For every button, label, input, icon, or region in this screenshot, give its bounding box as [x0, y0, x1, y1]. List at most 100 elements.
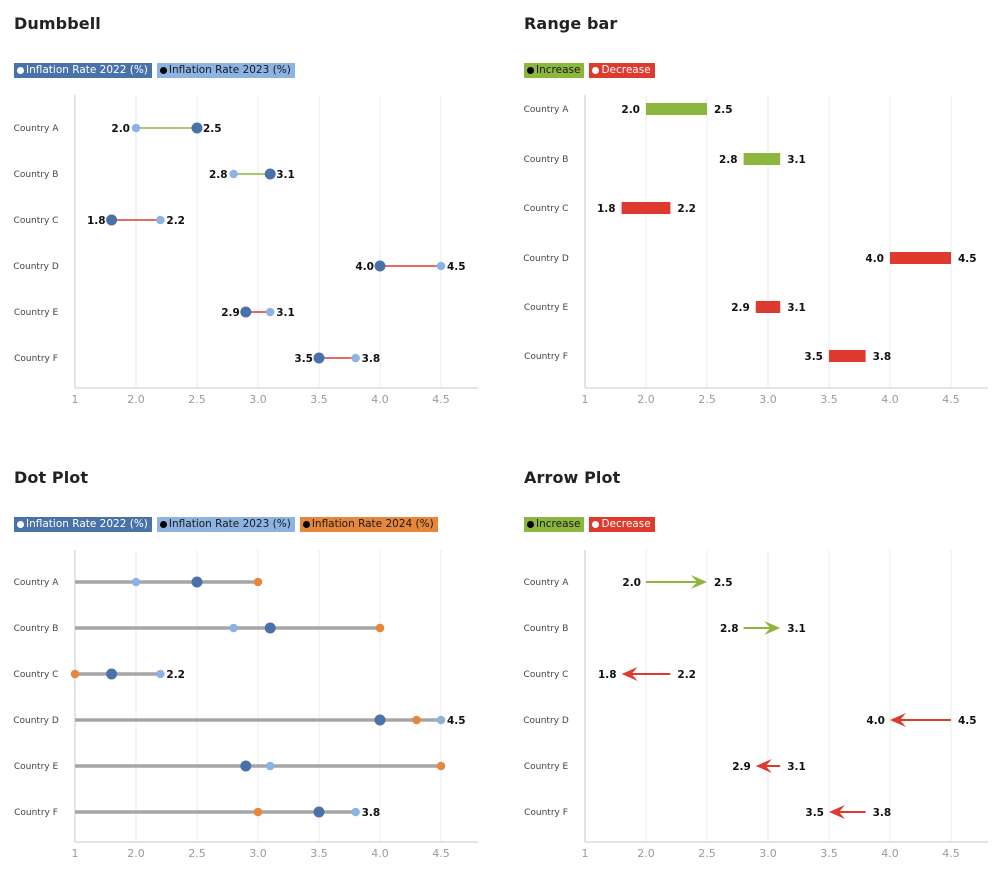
value-label-high: 2.2	[166, 215, 185, 227]
rangebar-plot: 1 2.0 2.5 3.0 3.5 4.0 4.5 Country A Country B Cou…	[523, 95, 988, 406]
category-label: Country D	[13, 716, 59, 726]
x-tick-label: 3.0	[759, 393, 777, 406]
legend-dot-icon	[527, 67, 534, 74]
legend-item-increase[interactable]: Increase	[524, 517, 585, 532]
dot-2023	[131, 123, 141, 133]
value-label-high: 4.5	[958, 253, 977, 265]
category-label: Country E	[14, 762, 59, 772]
dotplot-plot: 1 2.0 2.5 3.0 3.5 4.0 4.5 Country A Country B Cou…	[13, 550, 478, 860]
range-bar	[755, 301, 781, 313]
value-label: 4.5	[447, 715, 466, 727]
value-label-low: 2.9	[732, 761, 751, 773]
value-label-high: 2.2	[677, 203, 696, 215]
value-label-low: 2.9	[731, 302, 750, 314]
dot-2024	[70, 669, 80, 679]
dot-2024	[375, 623, 385, 633]
value-label-low: 3.5	[294, 353, 313, 365]
value-label: 3.8	[362, 807, 381, 819]
arrow-head-icon	[764, 621, 781, 635]
x-tick-label: 4.5	[942, 393, 960, 406]
value-label-high: 3.8	[873, 807, 892, 819]
dumbbell-plot: 1 2.0 2.5 3.0 3.5 4.0 4.5 Country A Country B Cou…	[13, 95, 478, 406]
dot-2023	[265, 307, 275, 317]
arrow-head-icon	[755, 759, 772, 773]
x-tick-label: 1	[582, 847, 589, 860]
legend-dot-icon	[302, 521, 310, 528]
legend-dot-icon	[17, 521, 24, 528]
legend-dot-icon	[592, 521, 600, 528]
range-bar	[646, 103, 707, 115]
legend-item-decrease[interactable]: Decrease	[589, 517, 655, 532]
value-label-low: 1.8	[598, 669, 617, 681]
x-tick-label: 2.0	[127, 847, 145, 860]
legend-item-2024[interactable]: Inflation Rate 2024 (%)	[299, 517, 438, 532]
arrow-head-icon	[691, 575, 707, 589]
x-tick-label: 4.0	[371, 847, 389, 860]
x-tick-label: 2.5	[698, 847, 716, 860]
range-bar	[829, 350, 866, 362]
dot-2023	[156, 669, 165, 679]
rangebar-legend: Increase Decrease	[524, 63, 655, 78]
legend-item-2023[interactable]: Inflation Rate 2023 (%)	[156, 63, 295, 78]
dot-2022	[374, 260, 386, 272]
value-label-low: 2.9	[221, 307, 240, 319]
category-label: Country B	[524, 155, 569, 165]
legend-label: Decrease	[601, 64, 651, 76]
value-label-low: 2.0	[621, 104, 640, 116]
dot-2023	[436, 715, 446, 725]
x-tick-label: 4.5	[432, 847, 450, 860]
x-tick-label: 2.5	[188, 393, 206, 406]
x-tick-label: 2.0	[637, 847, 655, 860]
x-tick-label: 4.0	[881, 847, 899, 860]
dot-2022	[191, 122, 203, 134]
value-label-high: 3.1	[787, 623, 806, 635]
dot-2023	[265, 761, 275, 771]
value-label-high: 3.1	[787, 154, 806, 166]
value-label-high: 4.5	[958, 715, 977, 727]
x-tick-label: 3.5	[820, 393, 838, 406]
dot-2024	[253, 577, 263, 587]
legend-label: Inflation Rate 2023 (%)	[168, 518, 291, 530]
dot-2024	[436, 761, 446, 771]
dot-2024	[412, 715, 421, 725]
legend-item-increase[interactable]: Increase	[524, 63, 585, 78]
value-label-high: 3.1	[276, 307, 295, 319]
value-label-high: 2.5	[714, 104, 733, 116]
arrow-title: Arrow Plot	[524, 468, 621, 487]
legend-item-2022[interactable]: Inflation Rate 2022 (%)	[14, 517, 152, 532]
dot-2024	[253, 807, 263, 817]
x-tick-label: 4.5	[942, 847, 960, 860]
category-label: Country F	[14, 354, 58, 364]
category-label: Country C	[524, 670, 569, 680]
value-label-high: 3.1	[787, 302, 806, 314]
value-label-low: 3.5	[804, 351, 823, 363]
value-label: 2.2	[166, 669, 185, 681]
value-label-low: 2.8	[719, 154, 738, 166]
legend-item-2022[interactable]: Inflation Rate 2022 (%)	[14, 63, 152, 78]
legend-item-2023[interactable]: Inflation Rate 2023 (%)	[156, 517, 295, 532]
arrow-panel: Arrow Plot Increase Decrease 1 2.0 2.5 3.0 3…	[510, 454, 1003, 890]
category-label: Country D	[523, 254, 569, 264]
x-tick-label: 1	[72, 847, 79, 860]
category-label: Country A	[524, 578, 570, 588]
category-label: Country B	[14, 170, 59, 180]
category-label: Country B	[524, 624, 569, 634]
value-label-low: 3.5	[805, 807, 824, 819]
range-bar	[743, 153, 781, 165]
x-tick-label: 3.0	[249, 847, 267, 860]
x-tick-label: 2.5	[188, 847, 206, 860]
legend-label: Inflation Rate 2024 (%)	[311, 518, 434, 530]
category-label: Country B	[14, 624, 59, 634]
category-label: Country E	[524, 762, 569, 772]
value-label-low: 4.0	[865, 253, 884, 265]
category-label: Country C	[14, 216, 59, 226]
rangebar-panel: Range bar Increase Decrease 1 2.0 2.5 3.0 3.…	[510, 0, 1003, 436]
legend-label: Increase	[536, 518, 581, 530]
x-tick-label: 4.0	[371, 393, 389, 406]
x-tick-label: 2.0	[127, 393, 145, 406]
category-label: Country F	[14, 808, 58, 818]
legend-item-decrease[interactable]: Decrease	[589, 63, 655, 78]
x-tick-label: 3.0	[249, 393, 267, 406]
x-tick-label: 2.5	[698, 393, 716, 406]
value-label-low: 1.8	[597, 203, 616, 215]
